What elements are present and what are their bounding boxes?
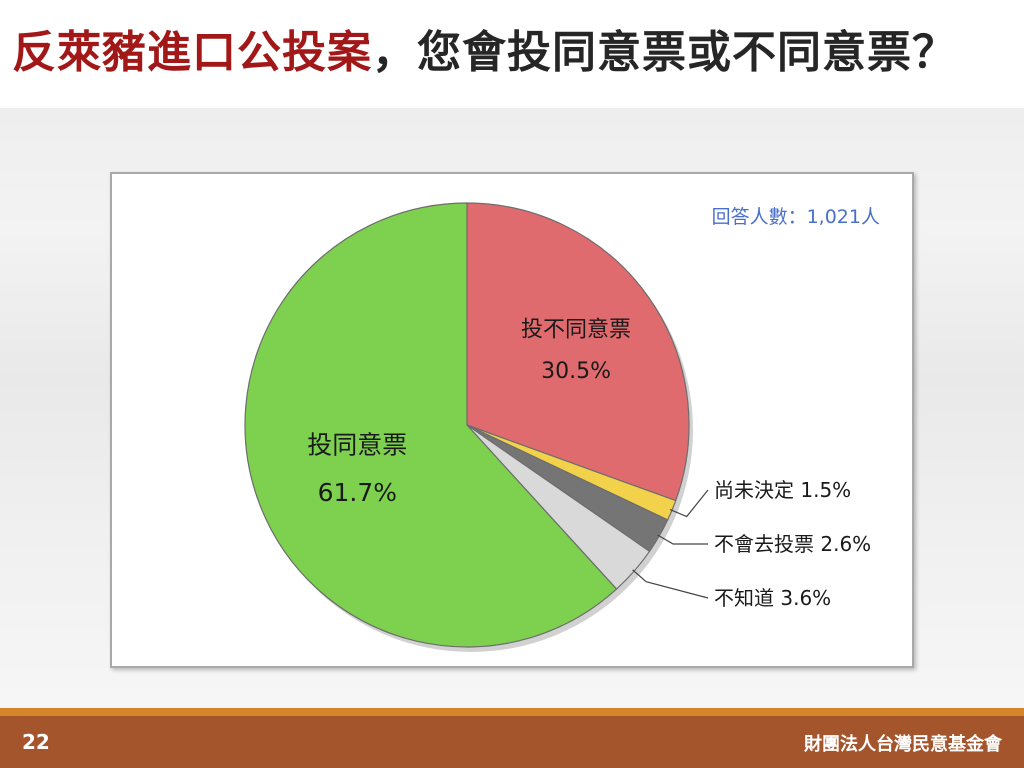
respondent-count: 回答人數：1,021人 [711,206,880,228]
pie-chart: 投不同意票 30.5% 尚未決定 1.5% 不會去投票 2.6% 不知道 3.6% 投同意… [244,202,871,652]
slice-label-4: 投同意票 [307,431,407,460]
leader-line-2 [657,534,708,545]
pie-slice-4 [244,202,618,648]
slice-label-0: 投不同意票 [521,317,631,342]
slice-value-0: 30.5% [541,359,611,384]
leader-line-1 [669,489,709,518]
slice-label-2: 不會去投票 2.6% [714,532,871,556]
organization-name: 財團法人台灣民意基金會 [804,734,1002,755]
title-highlight: 反萊豬進口公投案 [12,27,372,78]
footer-bar: 22 財團法人台灣民意基金會 [0,716,1024,768]
slice-label-3: 不知道 3.6% [714,586,831,610]
footer-accent-line [0,708,1024,716]
page-number: 22 [22,730,50,754]
leader-line-3 [632,569,709,599]
slice-value-4: 61.7% [318,478,397,507]
chart-frame: 投不同意票 30.5% 尚未決定 1.5% 不會去投票 2.6% 不知道 3.6% 投同意… [110,172,914,668]
page-title: 反萊豬進口公投案，您會投同意票或不同意票？ [12,18,957,88]
slice-label-1: 尚未決定 1.5% [714,478,851,502]
pie-slice-0 [466,202,690,502]
title-rest: ，您會投同意票或不同意票？ [372,27,957,78]
